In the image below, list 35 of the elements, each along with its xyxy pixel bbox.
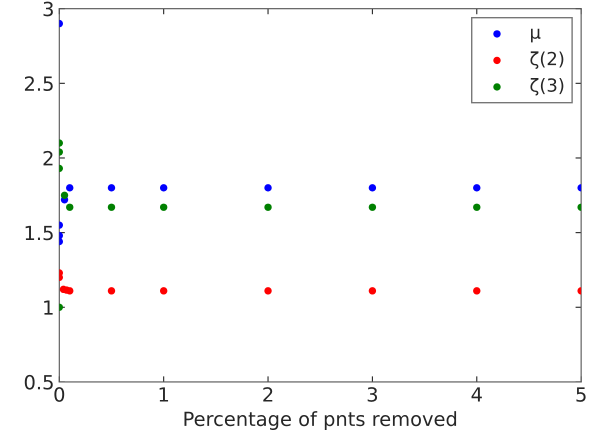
point — [66, 287, 74, 295]
point — [368, 287, 376, 295]
point — [473, 184, 480, 192]
point — [264, 184, 272, 192]
legend-label: ζ(2) — [530, 51, 564, 69]
point — [160, 184, 168, 192]
y-tick-label: 0.5 — [24, 374, 53, 390]
x-tick-label: 0 — [54, 387, 64, 402]
point — [264, 287, 272, 295]
point — [160, 287, 168, 295]
x-axis-title: Percentage of pnts removed — [184, 411, 456, 430]
x-tick-label: 2 — [263, 387, 272, 402]
y-tick-label: 1.5 — [26, 226, 53, 240]
point — [368, 204, 376, 211]
point — [108, 204, 116, 211]
point — [473, 287, 480, 295]
legend-label: ζ(3) — [530, 78, 564, 96]
x-tick-label: 4 — [472, 387, 482, 402]
x-tick-label: 1 — [160, 387, 168, 402]
point — [60, 192, 68, 199]
y-tick-label: 2.5 — [24, 76, 53, 91]
point — [473, 204, 480, 211]
x-tick-label: 3 — [368, 387, 378, 402]
legend-label: μ — [531, 28, 541, 42]
y-tick-label: 1 — [44, 300, 53, 315]
point — [160, 204, 168, 211]
point — [108, 287, 116, 295]
x-tick-label: 5 — [576, 387, 586, 402]
y-tick-label: 3 — [44, 2, 53, 16]
point — [108, 184, 116, 192]
point — [66, 204, 74, 211]
point — [264, 204, 272, 211]
point — [368, 184, 376, 192]
point — [66, 184, 74, 192]
y-tick-label: 2 — [43, 150, 52, 166]
